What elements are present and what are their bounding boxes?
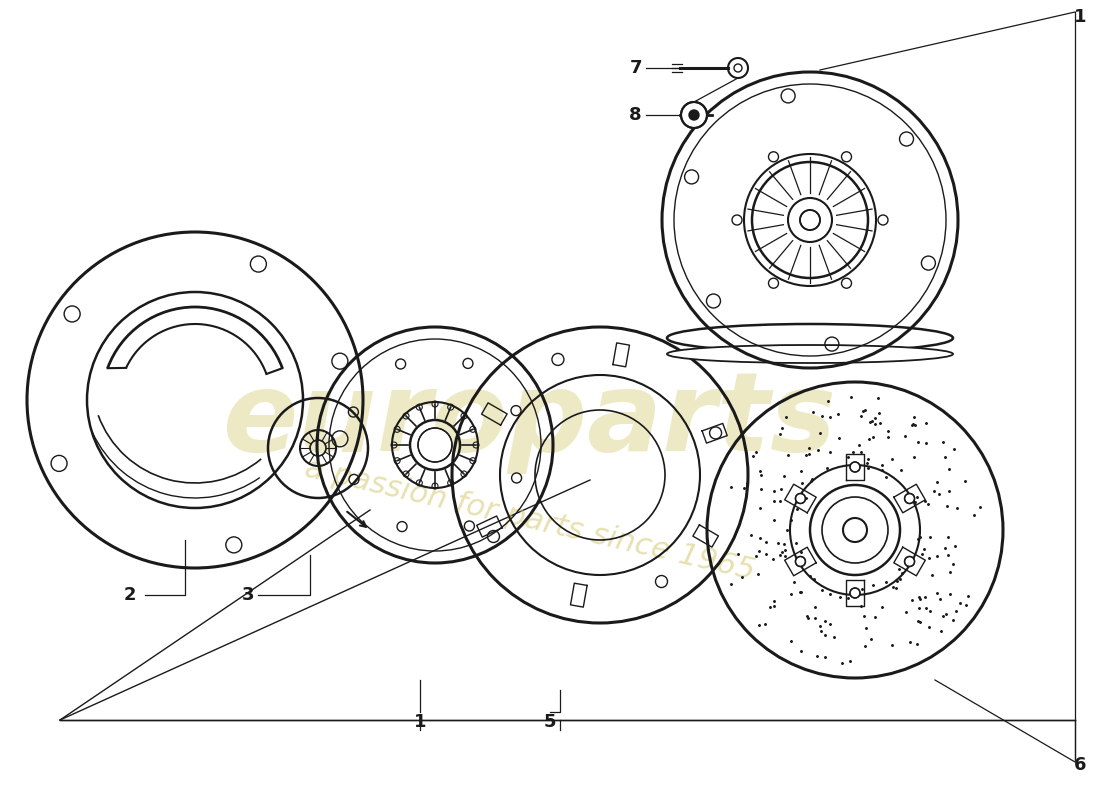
Circle shape — [795, 557, 805, 566]
Circle shape — [418, 428, 452, 462]
Text: europarts: europarts — [223, 366, 837, 474]
Text: 2: 2 — [123, 586, 136, 604]
Text: 1: 1 — [1074, 8, 1087, 26]
Circle shape — [795, 494, 805, 503]
Circle shape — [800, 210, 820, 230]
Circle shape — [689, 110, 698, 120]
Text: 6: 6 — [1074, 756, 1087, 774]
Circle shape — [904, 494, 914, 503]
Text: 1: 1 — [414, 713, 427, 731]
Text: a passion for parts since 1965: a passion for parts since 1965 — [302, 454, 758, 586]
Circle shape — [850, 588, 860, 598]
Text: 8: 8 — [629, 106, 642, 124]
Circle shape — [850, 462, 860, 472]
Circle shape — [904, 557, 914, 566]
Text: 5: 5 — [543, 713, 557, 731]
Ellipse shape — [667, 345, 953, 363]
Ellipse shape — [667, 324, 953, 352]
Text: 3: 3 — [242, 586, 254, 604]
Circle shape — [681, 102, 707, 128]
Text: 7: 7 — [629, 59, 642, 77]
